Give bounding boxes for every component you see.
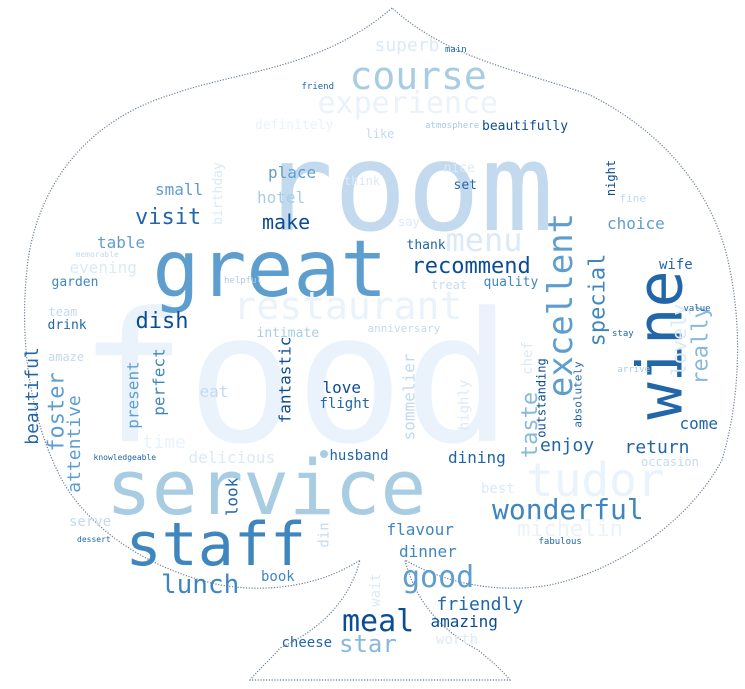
- word-amazing: amazing: [430, 612, 498, 631]
- word-occasion: occasion: [641, 455, 699, 469]
- word-love: love: [322, 378, 362, 397]
- word-team: team: [48, 305, 78, 319]
- word-best: best: [481, 481, 515, 497]
- word-chef: chef: [519, 341, 536, 375]
- word-helpful: helpful: [224, 275, 262, 286]
- word-dining: dining: [448, 448, 506, 467]
- word-garden: garden: [51, 274, 99, 290]
- word-nice: nice: [443, 160, 475, 176]
- word-night: night: [604, 159, 619, 197]
- word-wife: wife: [659, 257, 693, 273]
- word-cheese: cheese: [281, 635, 333, 651]
- word-main: main: [445, 44, 467, 55]
- word-like: like: [365, 127, 395, 141]
- word-tudor: tudor: [526, 453, 665, 507]
- word-flight: flight: [319, 396, 371, 412]
- word-really: really: [688, 305, 714, 385]
- word-thank: thank: [406, 237, 446, 253]
- word-intimate: intimate: [256, 325, 320, 341]
- word-experience: experience: [317, 86, 499, 121]
- word-stay: stay: [612, 328, 634, 339]
- word-fine: fine: [619, 191, 647, 205]
- word-fantastic: fantastic: [274, 336, 294, 424]
- word-wait: wait: [367, 573, 384, 607]
- word-set: set: [453, 177, 477, 193]
- word-value: value: [683, 303, 711, 314]
- word-food: food: [78, 275, 512, 484]
- word-fabulous: fabulous: [538, 536, 582, 547]
- word-present: present: [123, 361, 143, 429]
- word-dessert: dessert: [77, 535, 111, 544]
- word-evening: evening: [69, 258, 137, 277]
- word-treat: treat: [431, 278, 468, 292]
- word-room: room: [260, 117, 554, 259]
- word-lovely: lovely: [667, 303, 692, 377]
- word-worth: worth: [436, 632, 479, 648]
- word-beautifully: beautifully: [482, 118, 569, 134]
- word-make: make: [262, 210, 311, 234]
- word-dish: dish: [135, 309, 189, 334]
- word-think: think: [344, 174, 381, 188]
- word-enjoy: enjoy: [540, 435, 595, 456]
- word-table: table: [97, 233, 146, 252]
- word-husband: husband: [329, 448, 389, 464]
- word-eat: eat: [199, 382, 229, 401]
- word-time: time: [142, 432, 186, 453]
- word-outstanding: outstanding: [534, 358, 549, 438]
- spade-outline: [23, 7, 739, 681]
- word-amaze: amaze: [48, 350, 85, 364]
- word-definitely: definitely: [255, 117, 334, 133]
- word-recommend: recommend: [411, 254, 531, 279]
- word-dinner: dinner: [399, 542, 457, 561]
- word-perfect: perfect: [149, 348, 169, 416]
- word-visit: visit: [135, 205, 202, 230]
- word-say: say: [398, 215, 420, 229]
- word-star: star: [339, 630, 397, 658]
- word-place: place: [268, 163, 317, 182]
- word-highly: highly: [455, 379, 472, 431]
- word-flavour: flavour: [386, 520, 454, 539]
- word-small: small: [155, 180, 204, 199]
- word-good: good: [402, 560, 475, 595]
- word-birthday: birthday: [210, 161, 226, 225]
- word-course: course: [349, 54, 487, 98]
- word-delicious: delicious: [188, 448, 276, 467]
- word-hotel: hotel: [257, 188, 306, 207]
- word-service: service: [106, 443, 427, 532]
- dot-mark: [320, 450, 328, 458]
- word-come: come: [679, 414, 719, 433]
- word-lunch: lunch: [161, 570, 240, 600]
- word-superb: superb: [374, 35, 440, 56]
- word-arrive: arrive: [617, 364, 651, 375]
- word-din: din: [316, 522, 333, 548]
- word-attentive: attentive: [63, 395, 85, 493]
- word-anniversary: anniversary: [367, 321, 441, 335]
- word-look: look: [221, 477, 241, 517]
- word-staff: staff: [125, 510, 307, 580]
- word-great: great: [152, 225, 388, 315]
- word-quality: quality: [483, 274, 539, 290]
- word-drink: drink: [47, 317, 87, 333]
- word-knowledgeable: knowledgeable: [93, 453, 157, 462]
- word-beautiful: beautiful: [21, 347, 43, 445]
- word-return: return: [624, 437, 690, 458]
- word-meal: meal: [342, 604, 415, 639]
- word-restaurant: restaurant: [233, 284, 463, 328]
- word-friend: friend: [301, 81, 335, 92]
- word-choice: choice: [607, 214, 665, 233]
- word-menu: menu: [445, 221, 523, 259]
- word-memorable: memorable: [75, 250, 119, 259]
- word-wonderful: wonderful: [492, 493, 644, 526]
- word-michelin: michelin: [517, 517, 623, 542]
- word-absolutely: absolutely: [571, 360, 585, 428]
- word-friendly: friendly: [436, 594, 524, 615]
- word-book: book: [261, 569, 295, 585]
- word-sommelier: sommelier: [398, 353, 418, 441]
- word-special: special: [584, 253, 610, 347]
- word-serve: serve: [69, 514, 112, 530]
- word-atmosphere: atmosphere: [425, 120, 480, 131]
